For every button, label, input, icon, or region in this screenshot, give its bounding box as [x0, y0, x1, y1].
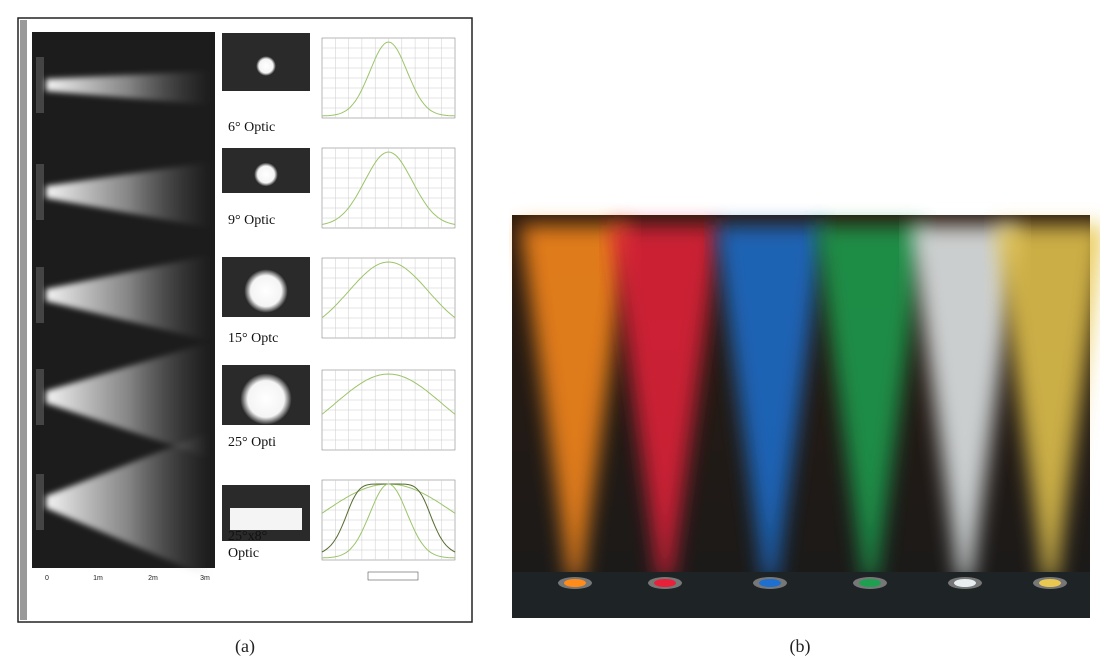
optic-label: 6° Optic — [228, 120, 275, 135]
caption: (b) — [790, 636, 811, 657]
figure: 0 1m 2m 3m 6° Optic 9° Optic 15° Optc 25… — [0, 0, 1100, 664]
spot — [244, 269, 288, 313]
plot-legend — [368, 572, 418, 580]
lamp — [564, 579, 586, 587]
axis-tick: 2m — [148, 575, 158, 582]
optic-label: 25° Opti — [228, 435, 276, 450]
fixture — [36, 474, 44, 530]
spot — [240, 373, 292, 425]
lamp — [1039, 579, 1061, 587]
optic-label: 9° Optic — [228, 213, 275, 228]
lamp — [654, 579, 676, 587]
floor — [512, 572, 1090, 618]
optic-label: 15° Optc — [228, 331, 278, 346]
fixture — [36, 57, 44, 113]
fixture — [36, 164, 44, 220]
lamp — [954, 579, 976, 587]
spot — [256, 56, 276, 76]
axis-tick: 1m — [93, 575, 103, 582]
spot — [254, 163, 278, 187]
lamp — [859, 579, 881, 587]
spot — [230, 508, 302, 530]
axis-tick: 3m — [200, 575, 210, 582]
caption: (a) — [235, 636, 255, 657]
side-bar — [20, 20, 27, 620]
fixture — [36, 369, 44, 425]
lamp — [759, 579, 781, 587]
axis-tick: 0 — [45, 575, 49, 582]
fixture — [36, 267, 44, 323]
